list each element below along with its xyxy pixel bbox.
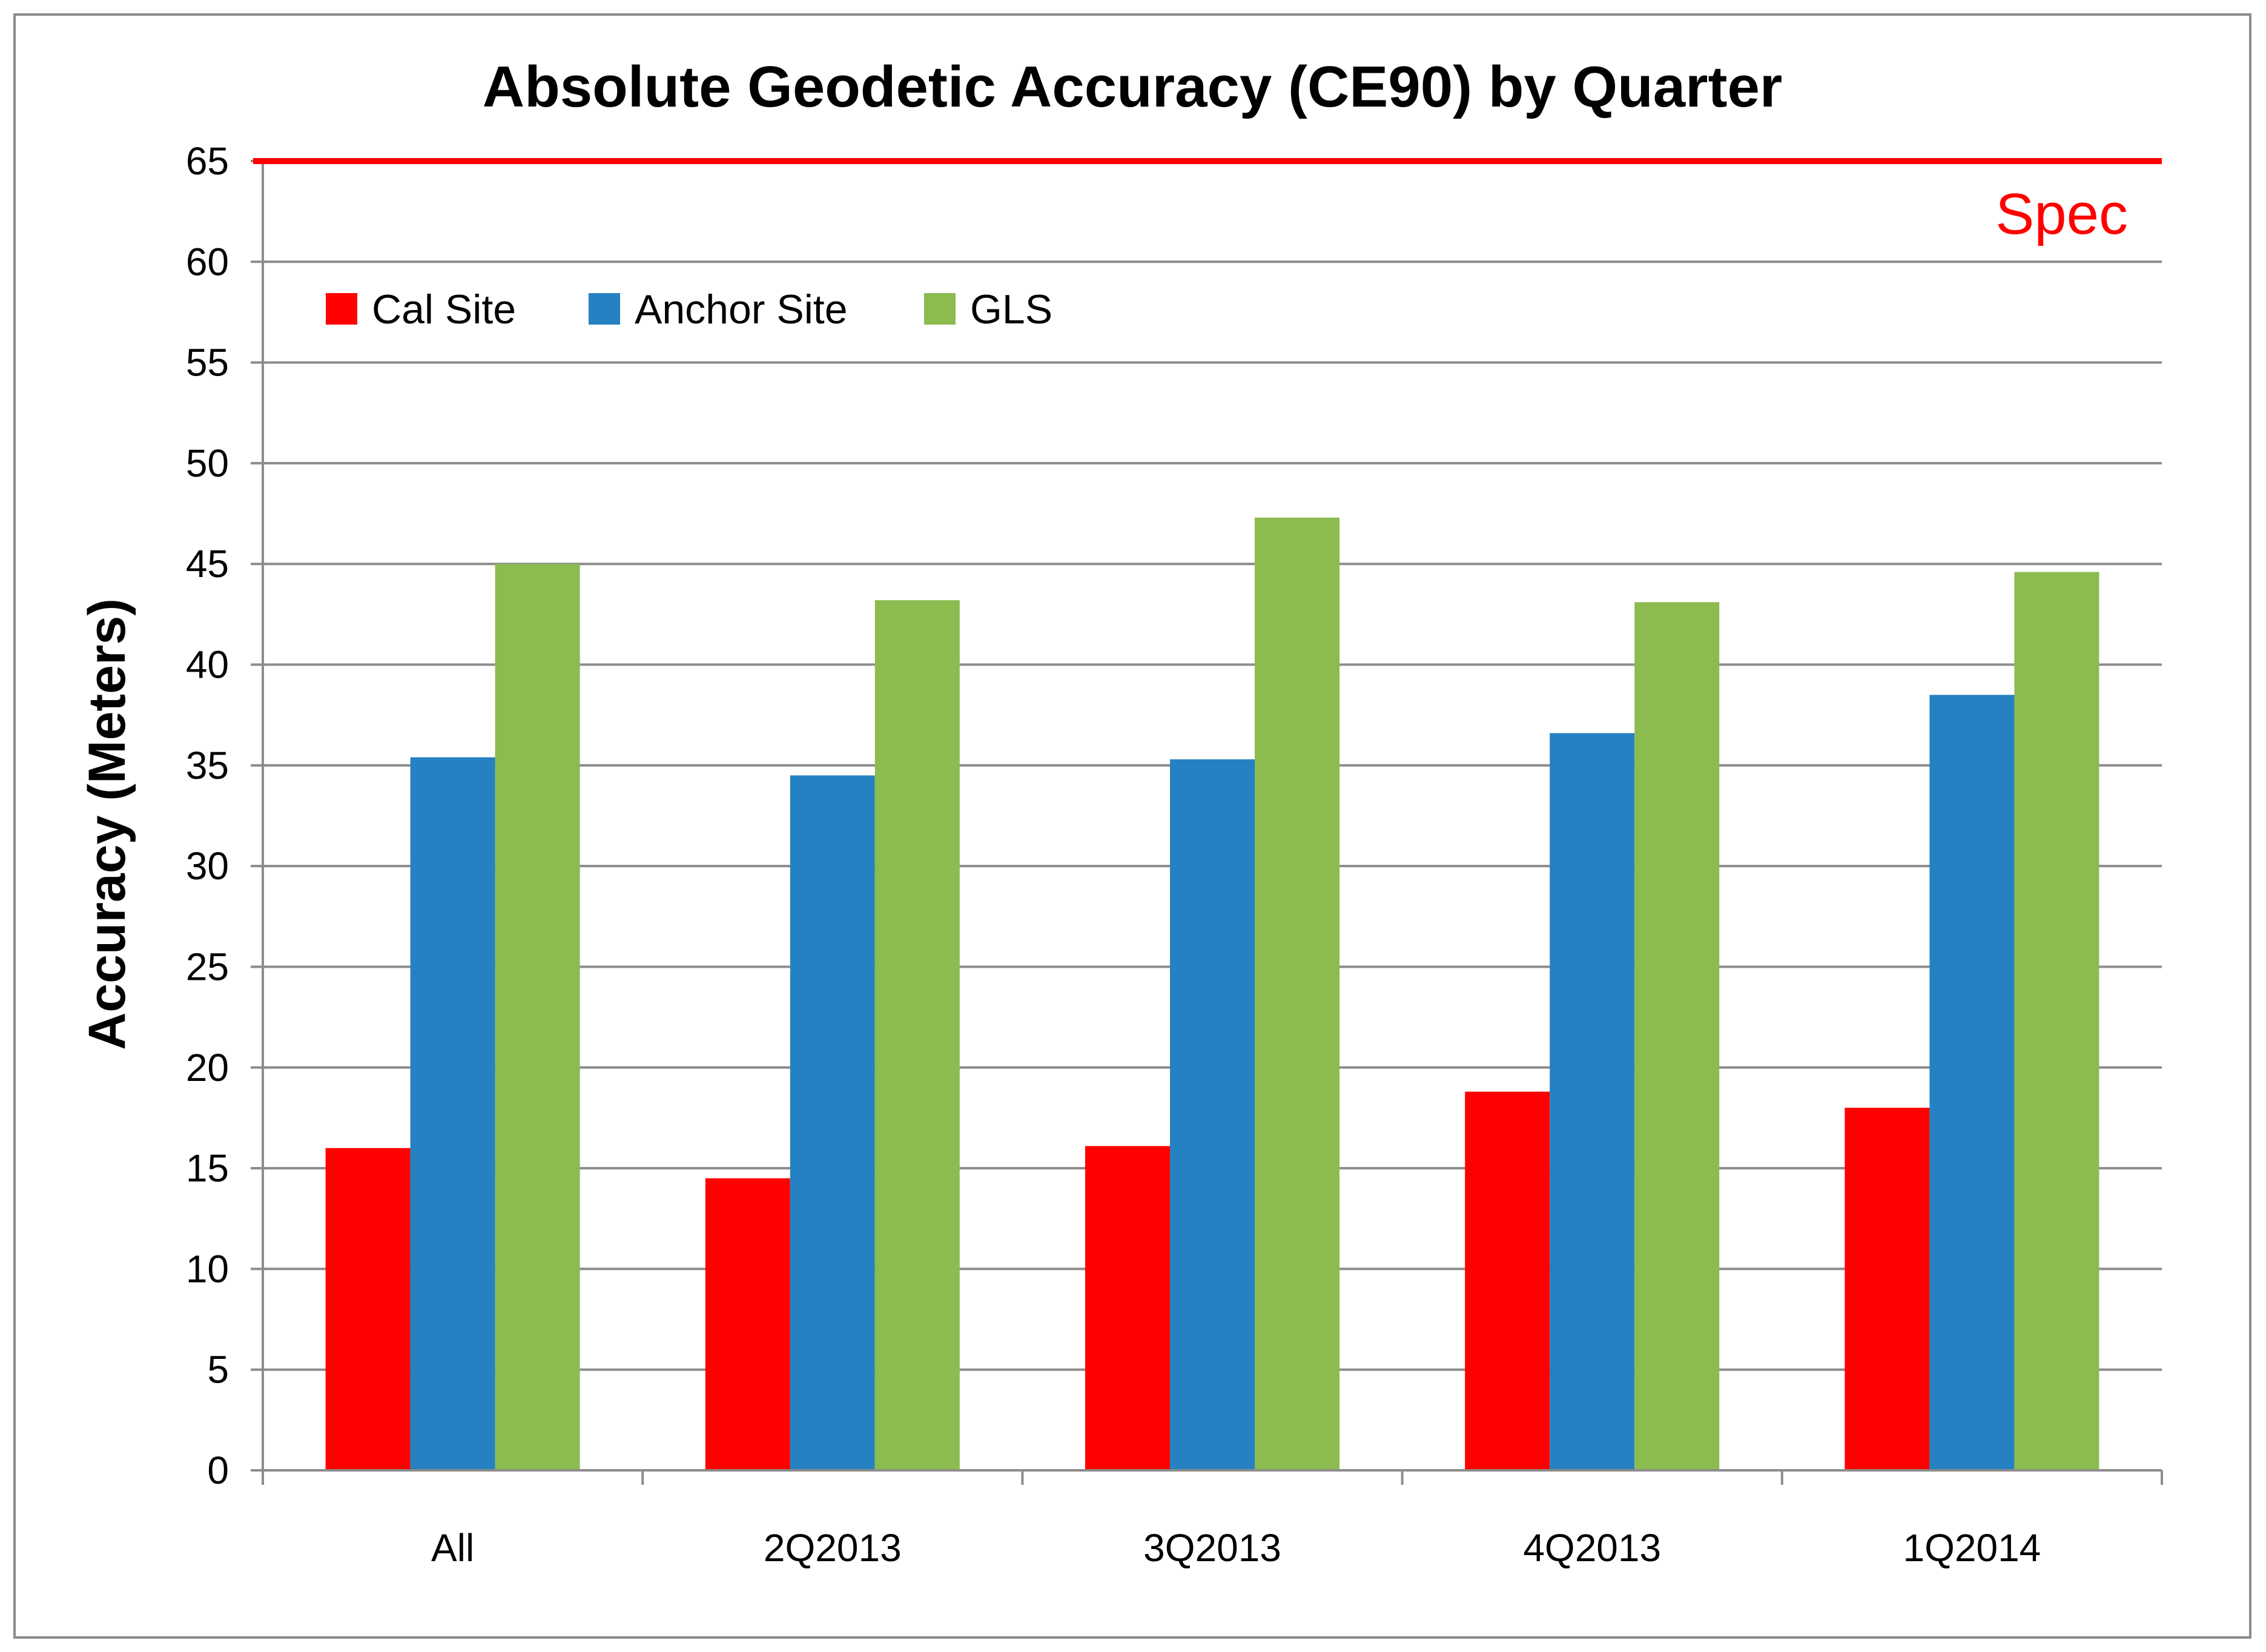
legend-label-anchor-site: Anchor Site <box>635 286 848 332</box>
bar-cal-site-2 <box>1085 1146 1170 1470</box>
legend-label-gls: GLS <box>970 286 1052 332</box>
x-axis-ticks: All 2Q2013 3Q2013 4Q2013 1Q2014 <box>262 1470 2163 1570</box>
legend: Cal Site Anchor Site GLS <box>326 286 1052 332</box>
legend-label-cal-site: Cal Site <box>372 286 516 332</box>
y-tick-label: 30 <box>186 844 229 888</box>
y-tick-label: 55 <box>186 341 229 385</box>
x-tick-label: 3Q2013 <box>1143 1526 1281 1570</box>
spec-line-group: Spec <box>253 158 2162 246</box>
y-tick-label: 10 <box>186 1247 229 1290</box>
y-tick-label: 45 <box>186 542 229 586</box>
x-tick-label: 1Q2014 <box>1903 1526 2041 1570</box>
bars <box>325 517 2099 1471</box>
legend-swatch-cal-site <box>326 293 357 325</box>
bar-anchor-site-4 <box>1929 695 2015 1470</box>
bar-anchor-site-2 <box>1170 759 1255 1470</box>
bar-gls-3 <box>1634 602 1720 1470</box>
bar-gls-4 <box>2014 572 2099 1470</box>
bar-anchor-site-3 <box>1550 733 1635 1470</box>
legend-swatch-gls <box>924 293 956 325</box>
x-tick-label: All <box>431 1526 474 1570</box>
y-tick-label: 0 <box>207 1449 229 1492</box>
y-tick-label: 5 <box>207 1348 229 1392</box>
y-tick-label: 35 <box>186 744 229 787</box>
bar-cal-site-0 <box>325 1148 411 1470</box>
legend-swatch-anchor-site <box>589 293 620 325</box>
y-tick-label: 65 <box>186 139 229 183</box>
y-axis-ticks: 0 5 10 15 20 25 30 35 40 45 50 55 60 65 <box>186 139 263 1492</box>
y-tick-label: 20 <box>186 1046 229 1089</box>
y-tick-label: 50 <box>186 441 229 485</box>
y-tick-label: 25 <box>186 945 229 988</box>
bar-gls-2 <box>1255 517 1339 1470</box>
bar-chart: Absolute Geodetic Accuracy (CE90) by Qua… <box>78 55 2163 1570</box>
bar-anchor-site-1 <box>790 775 875 1470</box>
bar-anchor-site-0 <box>410 757 495 1470</box>
chart-title: Absolute Geodetic Accuracy (CE90) by Qua… <box>483 55 1782 119</box>
bar-gls-1 <box>874 600 960 1470</box>
y-tick-label: 40 <box>186 643 229 687</box>
bar-cal-site-4 <box>1845 1108 1930 1470</box>
x-tick-label: 4Q2013 <box>1523 1526 1661 1570</box>
y-tick-label: 60 <box>186 240 229 283</box>
y-axis-label: Accuracy (Meters) <box>78 598 136 1050</box>
bar-cal-site-3 <box>1465 1091 1550 1470</box>
bar-gls-0 <box>495 564 580 1471</box>
x-tick-label: 2Q2013 <box>764 1526 902 1570</box>
chart-frame: Absolute Geodetic Accuracy (CE90) by Qua… <box>13 13 2251 1639</box>
bar-cal-site-1 <box>705 1178 790 1470</box>
y-tick-label: 15 <box>186 1146 229 1190</box>
spec-label: Spec <box>1995 182 2128 246</box>
axes <box>262 161 2162 1472</box>
